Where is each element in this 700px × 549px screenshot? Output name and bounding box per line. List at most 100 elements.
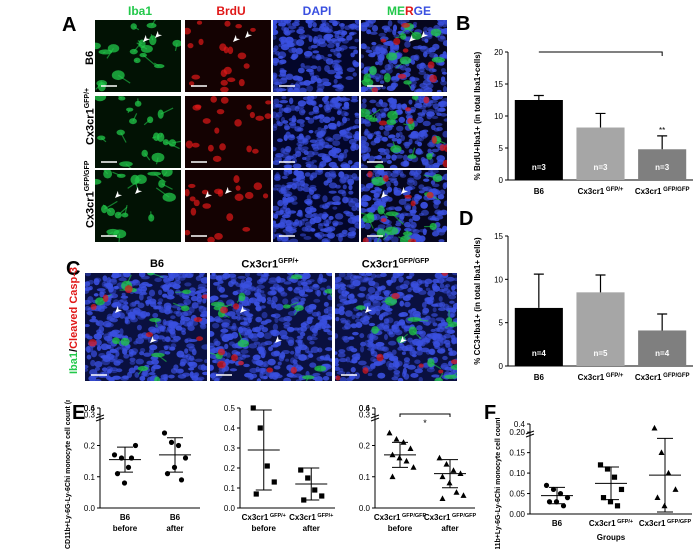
category-label: Cx3cr1 GFP/GFP [635,373,690,382]
category-label: Cx3cr1 GFP/GFP [639,519,692,528]
data-point [121,480,128,486]
y-tick-label: 0.2 [359,442,371,451]
channel-label-merge: MERGE [386,4,431,18]
data-point [557,490,564,497]
arrowhead-icon [365,305,373,313]
n-label: n=5 [593,349,608,358]
bar [576,127,625,180]
error-bar [657,135,668,150]
y-tick-label: 0.4 [514,420,526,429]
data-point [312,487,318,493]
data-point [550,486,557,493]
arrowhead-icon [381,190,389,198]
y-tick-label: 0.3 [84,410,96,419]
micrograph-a-r2-blue [273,170,359,242]
micrograph-a-r1-green [95,96,181,168]
y-tick-label: 0.00 [509,510,525,519]
category-sublabel: after [166,524,183,533]
y-tick-label: 0.2 [224,464,236,473]
data-point [672,486,679,492]
data-point [439,495,446,502]
error-bar [533,94,544,100]
category-label: Cx3cr1 GFP/+ [289,513,333,522]
sd-bar [442,459,458,489]
axis-break [525,430,535,438]
significance-bracket [399,413,451,417]
y-tick-label: 5 [499,319,504,328]
y-tick-label: 15 [494,80,503,89]
y-tick-label: 0.0 [224,504,236,513]
category-label: Cx3cr1 GFP/+ [242,513,286,522]
panel-label-a: A [62,14,77,36]
y-axis-label: CD11b+Ly-6G-Ly-6Chi monocyte cell count … [495,418,502,549]
category-label: B6 [120,513,131,522]
category-label: Cx3cr1 GFP/+ [589,519,633,528]
y-tick-label: 5 [499,144,504,153]
data-point [132,442,139,449]
micrograph-a-r1-merge [361,96,447,168]
y-tick-label: 0.05 [509,490,525,499]
y-tick-label: 10 [494,112,503,121]
category-sublabel: after [441,524,458,533]
y-tick-label: 0 [499,176,504,185]
chart-e-gfp-hom: 0.0 0.1 0.2 0.30.40.6 Cx3cr1 GFP/GFP before Cx… [359,404,477,533]
y-tick-label: 0.2 [84,442,96,451]
channel-label-brdu: BrdU [216,4,246,18]
channel-label-dapi: DAPI [302,4,332,18]
micrograph-c-1 [210,273,332,381]
data-point [125,464,132,470]
x-axis-label: Groups [597,533,626,542]
y-tick-label: 0.4 [84,404,96,413]
y-tick-label: 0 [499,362,504,371]
channel-label-iba1: Iba1 [127,4,152,18]
panel-label-c: C [66,258,81,280]
data-point [651,424,658,431]
data-point [175,442,182,449]
data-point [436,454,443,461]
category-sublabel: after [303,524,320,533]
data-point [264,463,270,469]
category-sublabel: before [388,524,413,533]
category-sublabel: before [252,524,277,533]
data-point [161,430,168,436]
n-label: n=4 [532,349,547,358]
micrograph-a-r0-red [185,20,271,92]
data-point [403,457,410,464]
data-point [453,489,460,495]
category-label: Cx3cr1 GFP/GFP [374,513,427,522]
data-point [410,464,417,470]
sd-bar [167,437,183,473]
y-tick-label: 0.3 [224,444,236,453]
data-point [543,482,550,488]
chart-e-b6: 0.0 0.1 0.2 0.30.40.6 B6 before B6 after CD11b+L… [65,400,200,549]
sd-bar [603,466,619,501]
y-tick-label: 0.1 [359,473,371,482]
sd-bar [255,409,272,491]
y-tick-label: 10 [494,275,503,284]
data-point [386,429,393,436]
arrowhead-icon [115,305,123,313]
category-sublabel: before [113,524,138,533]
data-point [389,473,396,480]
micrograph-a-r2-green [95,170,181,242]
data-point [614,503,621,509]
data-point [250,405,256,411]
arrowhead-icon [400,335,408,343]
y-tick-label: 0.1 [224,484,236,493]
data-point [611,474,618,480]
arrowhead-icon [409,34,417,42]
data-point [253,491,259,497]
data-point [319,493,325,499]
y-tick-label: 0.5 [224,404,236,413]
category-label: B6 [552,519,563,528]
chart-e-gfp-het: 0.0 0.1 0.2 0.3 0.4 0.5 Cx3cr1 GFP/+ before Cx3c… [224,404,335,533]
category-label: Cx3cr1 GFP/+ [578,373,624,382]
micrograph-c-2 [335,273,457,381]
category-label: B6 [534,187,545,196]
data-point [546,499,553,505]
significance-label: * [423,418,427,428]
data-point [111,452,118,458]
y-tick-label: 0.3 [359,410,371,419]
data-point [460,492,467,498]
n-label: n=3 [532,163,547,172]
